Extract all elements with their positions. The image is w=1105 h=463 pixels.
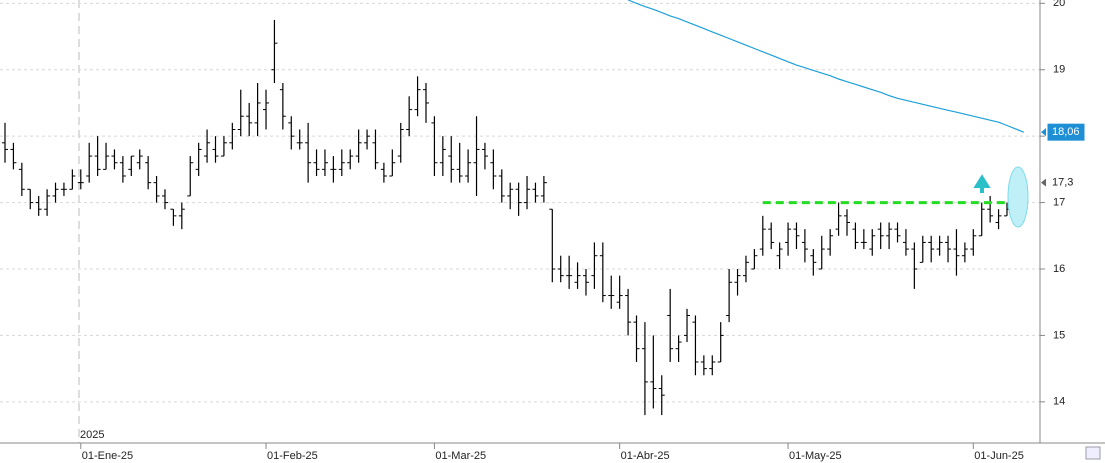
y-tick-label: 15 (1053, 329, 1065, 341)
axes: 1415161718192001-Ene-2501-Feb-2501-Mar-2… (80, 0, 1085, 462)
x-tick-label: 01-May-25 (789, 450, 842, 462)
y-tick-label: 19 (1053, 64, 1065, 76)
y-tick-label: 20 (1053, 0, 1065, 9)
price-tag (1047, 174, 1085, 192)
year-label: 2025 (80, 429, 104, 441)
x-tick-label: 01-Jun-25 (974, 450, 1024, 462)
x-tick-label: 01-Mar-25 (435, 450, 486, 462)
price-tag-pointer (1041, 178, 1046, 187)
x-tick-label: 01-Ene-25 (82, 450, 133, 462)
x-tick-label: 01-Feb-25 (267, 450, 318, 462)
price-tag (1047, 123, 1085, 141)
price-tag-label: 18,06 (1052, 126, 1080, 138)
x-tick-label: 01-Abr-25 (621, 450, 670, 462)
scroll-button[interactable] (1085, 446, 1101, 460)
y-tick-label: 16 (1053, 263, 1065, 275)
plot (2, 0, 1027, 416)
moving-average-line (627, 0, 1025, 133)
price-tag-label: 17,3 (1052, 177, 1073, 189)
y-tick-label: 14 (1053, 396, 1065, 408)
y-tick-label: 17 (1053, 196, 1065, 208)
grid (0, 2, 1040, 403)
price-tag-pointer (1041, 128, 1046, 137)
highlight-ellipse (1007, 166, 1029, 228)
up-arrow (973, 174, 991, 193)
